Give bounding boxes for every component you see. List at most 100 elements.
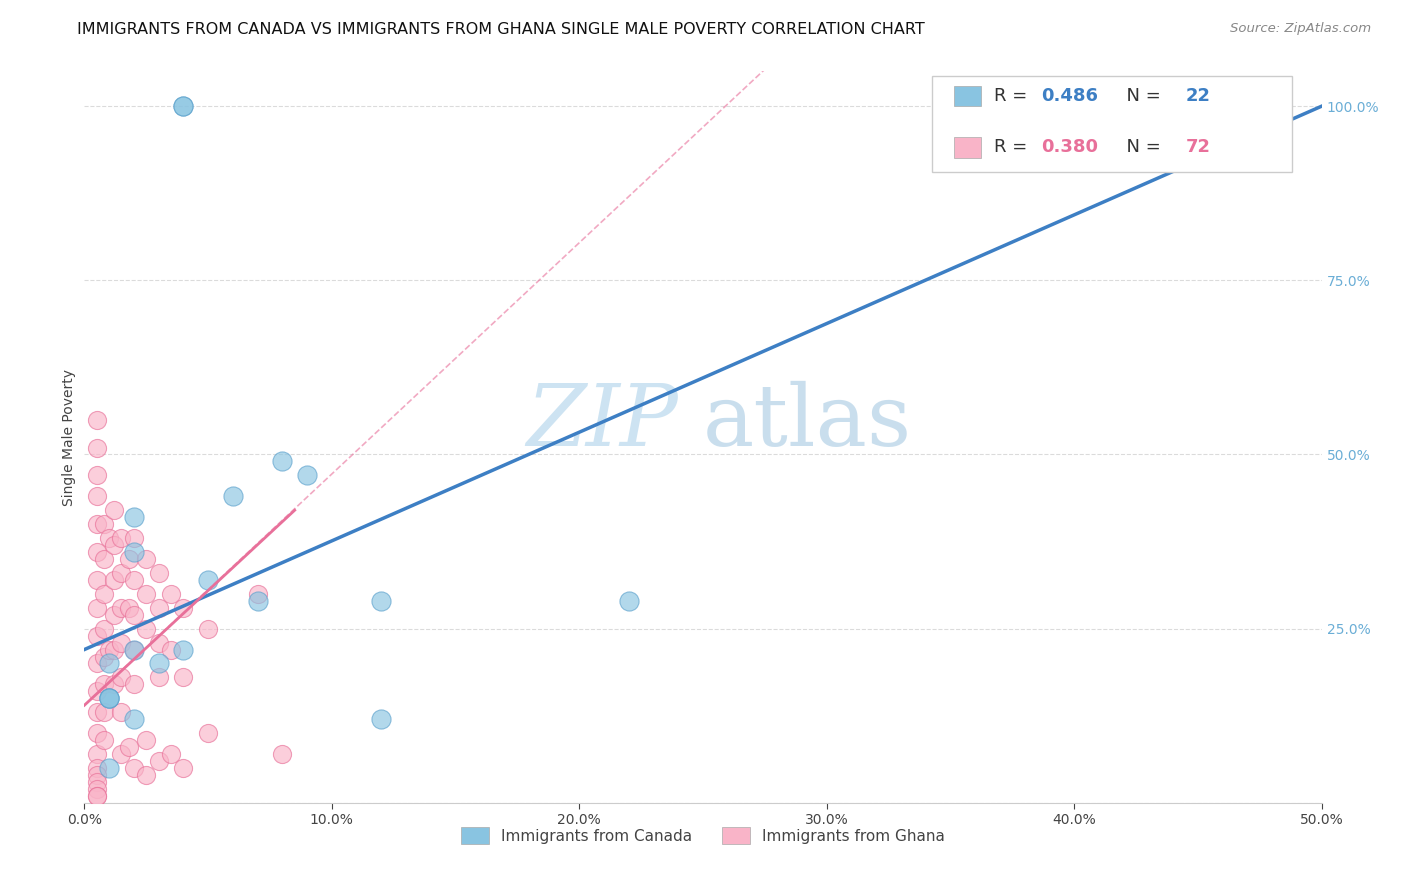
Point [118,552,141,566]
Point [98,761,121,775]
Point [118,740,141,755]
Point [110,531,132,545]
Point [98,691,121,706]
Point [271,747,294,761]
Point [110,747,132,761]
Point [86,629,108,643]
Text: R =: R = [994,138,1033,156]
Text: N =: N = [1115,138,1167,156]
Point [103,573,125,587]
Point [160,587,183,601]
Point [110,600,132,615]
Point [172,99,194,113]
Point [86,412,108,426]
Point [122,642,145,657]
Text: IMMIGRANTS FROM CANADA VS IMMIGRANTS FROM GHANA SINGLE MALE POVERTY CORRELATION : IMMIGRANTS FROM CANADA VS IMMIGRANTS FRO… [77,22,925,37]
Point [122,712,145,726]
Point [148,657,170,671]
Point [93,649,115,664]
Point [86,726,108,740]
Text: R =: R = [994,87,1033,105]
Point [103,607,125,622]
Point [93,733,115,747]
Point [160,642,183,657]
Point [86,684,108,698]
Point [103,642,125,657]
Y-axis label: Single Male Poverty: Single Male Poverty [62,368,76,506]
Point [122,510,145,524]
Point [86,573,108,587]
Bar [955,86,981,106]
Point [86,468,108,483]
Point [172,99,194,113]
Point [172,761,194,775]
Point [122,573,145,587]
Point [110,566,132,580]
Point [122,531,145,545]
Point [86,789,108,803]
Point [370,594,392,608]
Point [98,691,121,706]
Point [122,677,145,691]
Point [98,642,121,657]
Point [135,587,157,601]
Point [246,594,269,608]
Point [122,545,145,559]
Point [86,761,108,775]
Point [86,705,108,719]
Point [135,733,157,747]
Point [103,538,125,552]
Point [148,635,170,649]
Point [86,441,108,455]
Point [86,545,108,559]
Point [172,670,194,684]
Point [122,761,145,775]
Point [98,531,121,545]
Point [98,657,121,671]
Point [86,517,108,532]
Point [295,468,318,483]
Point [122,642,145,657]
Point [86,600,108,615]
Point [93,677,115,691]
Text: 22: 22 [1185,87,1211,105]
Point [93,622,115,636]
Text: ZIP: ZIP [526,381,678,464]
Point [271,454,294,468]
Point [1014,148,1036,162]
Point [135,622,157,636]
Point [93,552,115,566]
Point [93,705,115,719]
Point [148,754,170,768]
Text: 0.380: 0.380 [1040,138,1098,156]
Point [118,600,141,615]
Point [172,600,194,615]
Text: Source: ZipAtlas.com: Source: ZipAtlas.com [1230,22,1371,36]
Point [103,677,125,691]
Point [197,726,219,740]
Point [98,691,121,706]
Point [617,594,640,608]
Point [86,775,108,789]
Point [110,670,132,684]
Legend: Immigrants from Canada, Immigrants from Ghana: Immigrants from Canada, Immigrants from … [456,822,950,850]
Point [222,489,245,503]
Point [370,712,392,726]
Point [103,503,125,517]
Point [135,768,157,782]
Point [86,747,108,761]
Point [148,566,170,580]
Point [122,607,145,622]
Point [172,642,194,657]
Point [148,670,170,684]
Point [110,705,132,719]
Bar [955,137,981,158]
Text: 72: 72 [1185,138,1211,156]
Point [110,635,132,649]
Point [86,781,108,796]
Point [93,587,115,601]
Point [93,517,115,532]
Point [86,657,108,671]
Point [148,600,170,615]
Point [86,768,108,782]
